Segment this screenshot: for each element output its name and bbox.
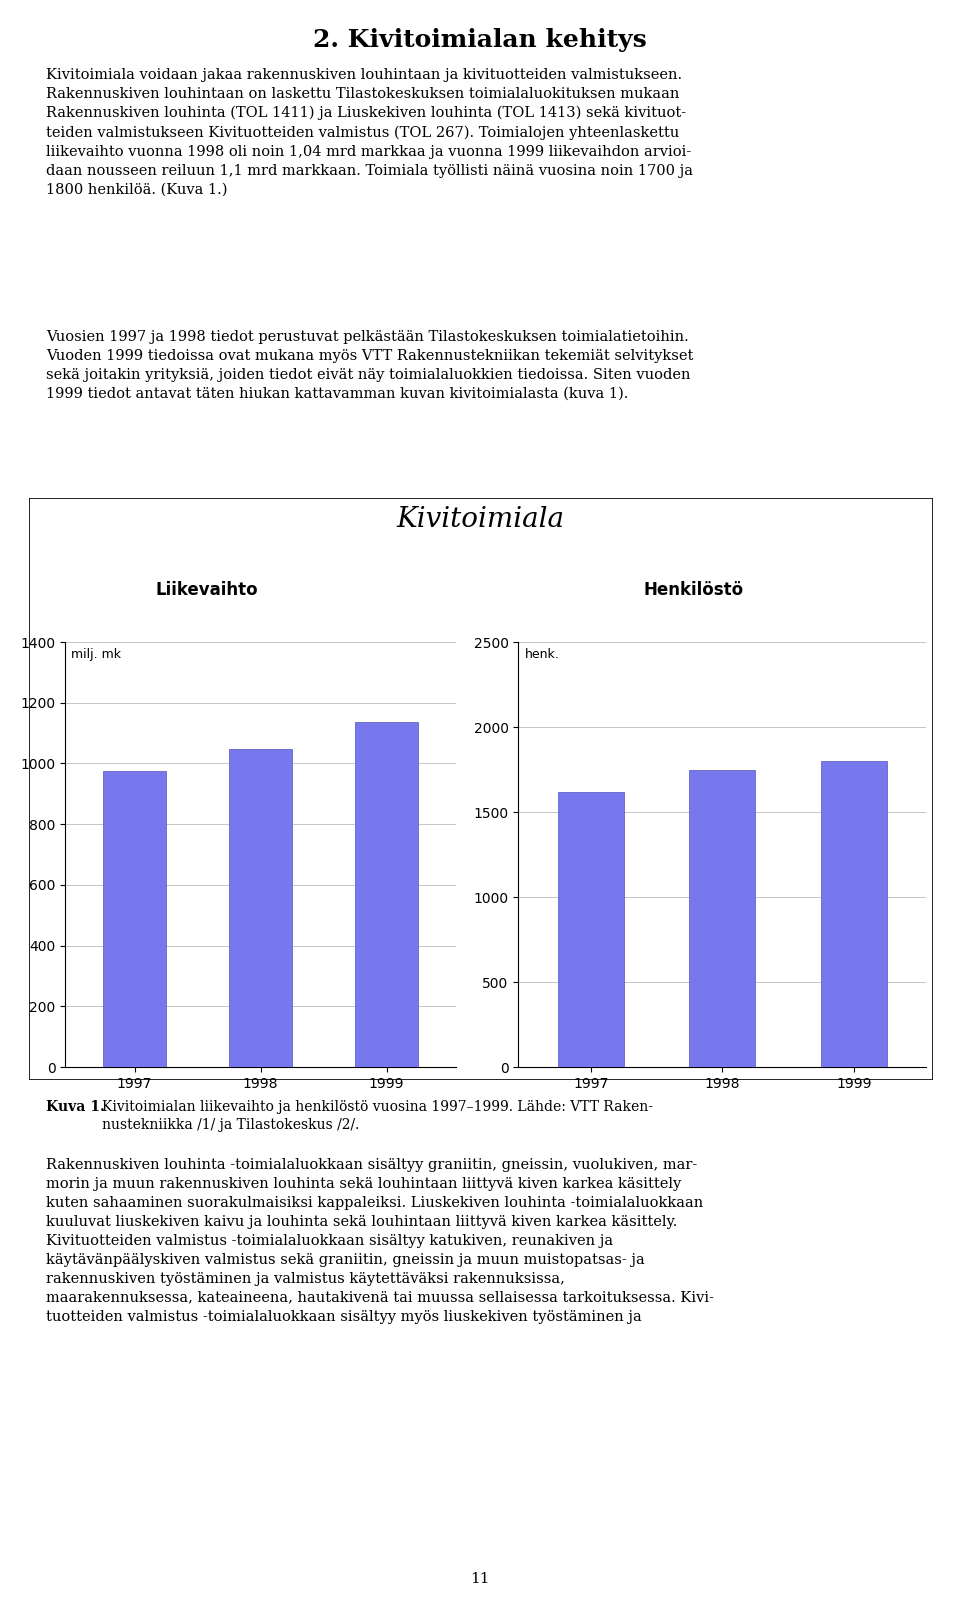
Text: Vuosien 1997 ja 1998 tiedot perustuvat pelkästään Tilastokeskuksen toimialatieto: Vuosien 1997 ja 1998 tiedot perustuvat p… <box>46 330 693 402</box>
Text: Kuva 1.: Kuva 1. <box>46 1101 109 1114</box>
Text: Kivitoimialan liikevaihto ja henkilöstö vuosina 1997–1999. Lähde: VTT Raken-
nus: Kivitoimialan liikevaihto ja henkilöstö … <box>102 1101 653 1133</box>
Text: 2. Kivitoimialan kehitys: 2. Kivitoimialan kehitys <box>313 27 647 51</box>
Bar <box>821 762 887 1067</box>
Text: Kivitoimiala: Kivitoimiala <box>396 506 564 533</box>
Bar <box>229 749 292 1067</box>
Bar <box>355 723 419 1067</box>
Text: 11: 11 <box>470 1571 490 1586</box>
Bar <box>558 792 624 1067</box>
Text: milj. mk: milj. mk <box>71 648 121 661</box>
Text: Henkilöstö: Henkilöstö <box>643 581 743 600</box>
Bar <box>103 771 166 1067</box>
Text: henk.: henk. <box>524 648 560 661</box>
Text: Kivitoimiala voidaan jakaa rakennuskiven louhintaan ja kivituotteiden valmistuks: Kivitoimiala voidaan jakaa rakennuskiven… <box>46 67 693 197</box>
Text: Liikevaihto: Liikevaihto <box>156 581 257 600</box>
Text: Rakennuskiven louhinta -toimialaluokkaan sisältyy graniitin, gneissin, vuolukive: Rakennuskiven louhinta -toimialaluokkaan… <box>46 1158 714 1323</box>
Bar <box>689 770 756 1067</box>
